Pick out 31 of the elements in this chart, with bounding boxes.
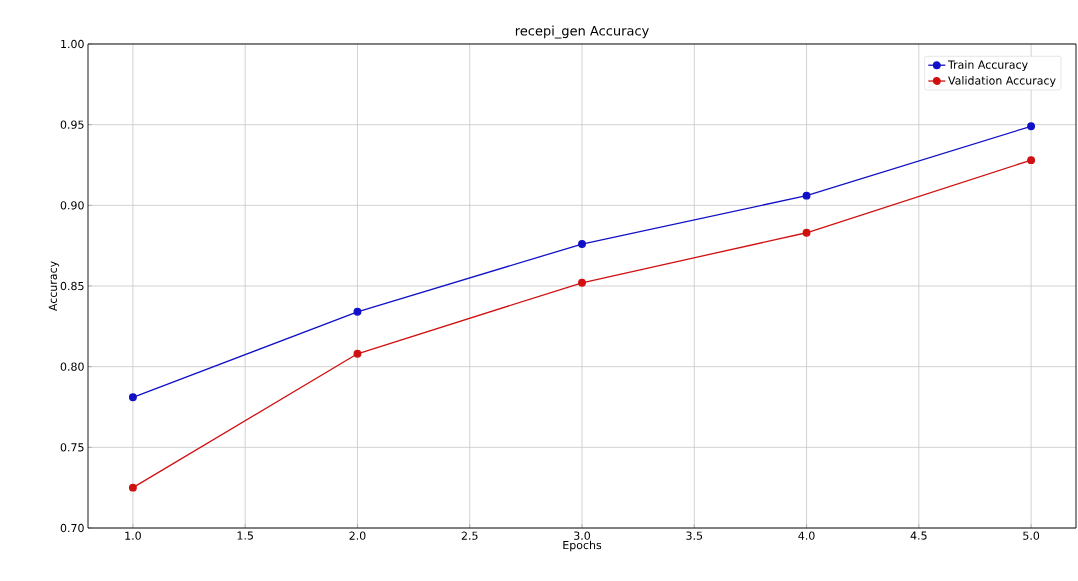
point bbox=[128, 393, 137, 402]
x-tick-label: 1.5 bbox=[237, 531, 253, 540]
x-tick-label: 1.0 bbox=[125, 531, 141, 540]
point bbox=[578, 278, 586, 287]
y-tick-label: 1.00 bbox=[61, 39, 84, 49]
x-tick-label: 2.0 bbox=[349, 531, 366, 540]
y-tick-label: 0.70 bbox=[60, 523, 84, 533]
legend-label: Validation Accuracy bbox=[948, 76, 1056, 87]
point bbox=[802, 228, 811, 237]
point bbox=[578, 240, 586, 248]
point bbox=[1027, 122, 1036, 131]
y-tick-label: 0.80 bbox=[60, 362, 84, 371]
point bbox=[802, 191, 811, 200]
x-tick-label: 4.5 bbox=[910, 531, 927, 540]
point bbox=[353, 307, 362, 316]
y-tick-label: 0.85 bbox=[60, 281, 84, 291]
chart-title: recepi_gen Accuracy bbox=[515, 25, 649, 39]
point bbox=[128, 483, 137, 492]
x-tick-label: 3.5 bbox=[686, 531, 703, 540]
y-tick-label: 0.75 bbox=[60, 443, 84, 452]
x-tick-label: 4.0 bbox=[798, 531, 815, 540]
y-axis-title: Accuracy bbox=[48, 261, 60, 312]
legend-label: Train Accuracy bbox=[947, 60, 1028, 71]
x-axis-title: Epochs bbox=[563, 540, 602, 552]
x-tick-label: 2.5 bbox=[461, 531, 478, 540]
x-tick-label: 3.0 bbox=[574, 531, 591, 540]
y-tick-label: 0.95 bbox=[60, 120, 84, 129]
point bbox=[353, 349, 362, 358]
y-tick-label: 0.90 bbox=[60, 201, 84, 210]
point bbox=[1027, 156, 1036, 165]
x-tick-label: 5.0 bbox=[1023, 531, 1040, 540]
